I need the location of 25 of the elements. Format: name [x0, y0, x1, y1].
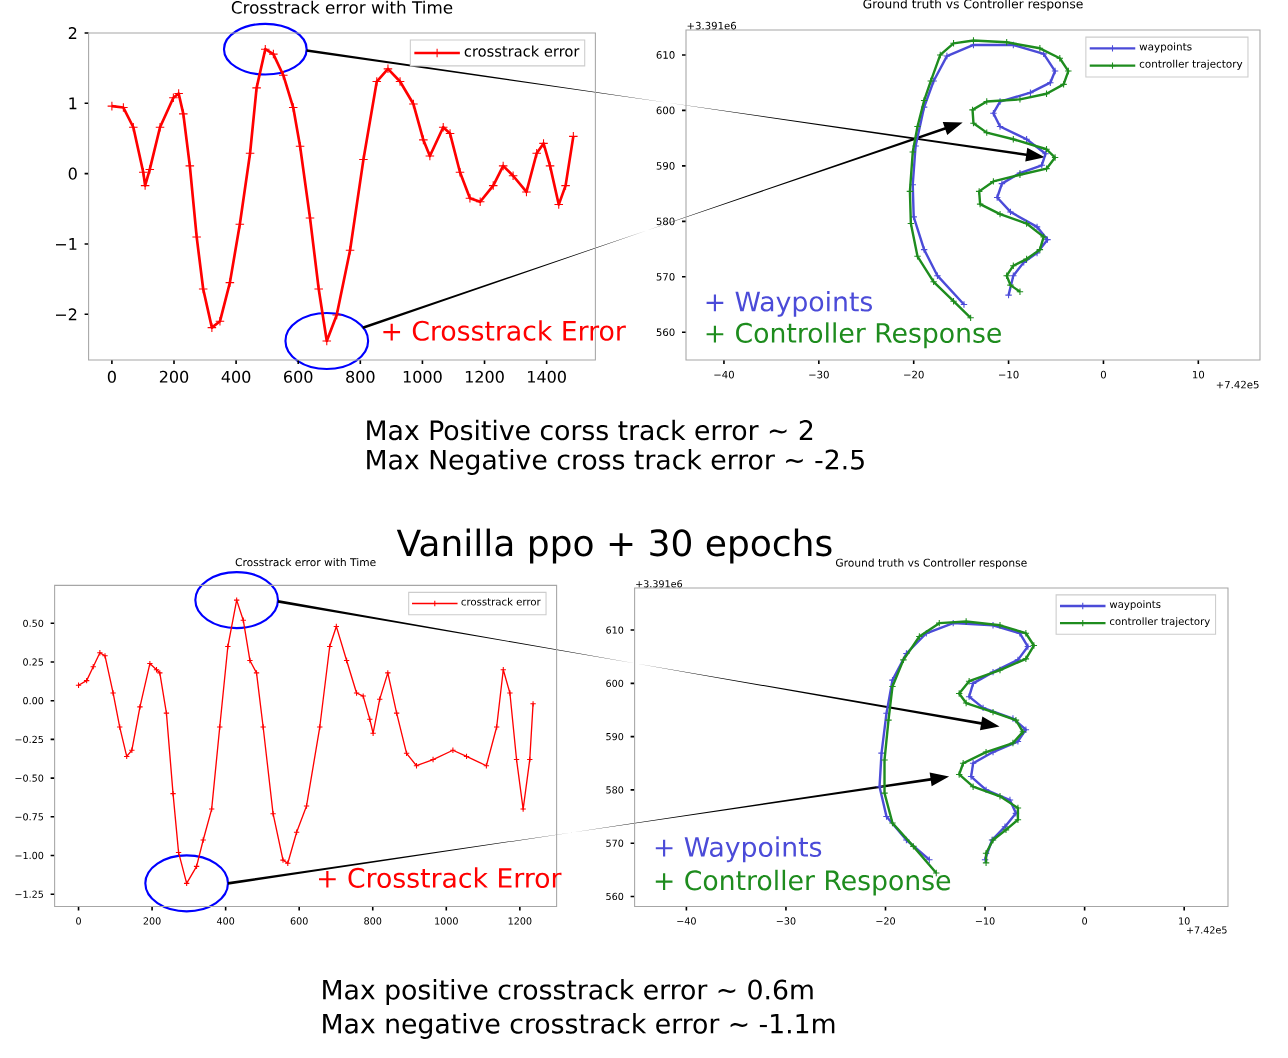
- x-tick-label: 1400: [528, 370, 566, 383]
- y-tick-label: 1: [69, 97, 77, 110]
- text: Max negative crosstrack error ~ -1.1m: [323, 1013, 835, 1039]
- x-tick-label: 800: [346, 370, 375, 383]
- annotation: + Controller Response: [655, 869, 951, 896]
- annotation: + Waypoints: [706, 290, 872, 317]
- y-tick-label: −1: [55, 238, 77, 250]
- x-tick-label: 600: [284, 370, 313, 383]
- text: Max Negative cross track error ~ -2.5: [367, 449, 864, 475]
- text: Max positive crosstrack error ~ 0.6m: [323, 979, 813, 1005]
- chart-title: Crosstrack error with Time: [231, 0, 453, 14]
- x-tick-label: 0: [107, 370, 116, 383]
- y-tick-label: −2: [55, 308, 77, 321]
- x-tick-label: 200: [159, 370, 189, 383]
- x-tick-label: 400: [221, 370, 251, 383]
- text: Vanilla ppo + 30 epochs: [396, 528, 832, 564]
- annotation: + Controller Response: [706, 322, 1001, 349]
- y-tick-label: 0: [68, 167, 77, 180]
- x-tick-label: 1000: [403, 370, 442, 383]
- x-tick-label: 1200: [465, 370, 504, 383]
- text: Max Positive corss track error ~ 2: [367, 419, 813, 441]
- annotation: + Crosstrack Error: [383, 320, 626, 341]
- annotation: + Crosstrack Error: [319, 867, 562, 888]
- annotation: + Waypoints: [655, 836, 822, 863]
- y-tick-label: 2: [68, 27, 77, 39]
